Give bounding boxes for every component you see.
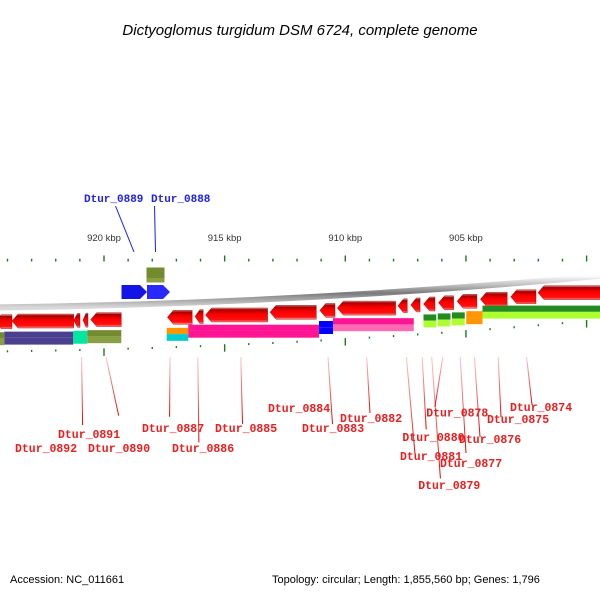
svg-text:Dtur_0882: Dtur_0882 — [340, 413, 402, 426]
svg-text:910 kbp: 910 kbp — [328, 233, 362, 244]
svg-text:Dtur_0889: Dtur_0889 — [84, 194, 143, 206]
svg-text:905 kbp: 905 kbp — [449, 233, 483, 244]
svg-text:Dtur_0877: Dtur_0877 — [440, 458, 502, 471]
svg-text:Dtur_0875: Dtur_0875 — [487, 414, 549, 427]
svg-text:Dtur_0887: Dtur_0887 — [142, 423, 204, 436]
svg-text:Dtur_0888: Dtur_0888 — [151, 194, 211, 206]
svg-text:Dtur_0878: Dtur_0878 — [426, 408, 488, 421]
svg-text:Dtur_0874: Dtur_0874 — [510, 402, 572, 415]
svg-text:Dtur_0880: Dtur_0880 — [402, 432, 464, 445]
svg-text:Dtur_0890: Dtur_0890 — [88, 443, 150, 456]
svg-text:Dtur_0891: Dtur_0891 — [58, 429, 120, 442]
svg-text:915 kbp: 915 kbp — [208, 233, 242, 244]
svg-text:Dtur_0885: Dtur_0885 — [215, 423, 277, 436]
svg-text:Dtur_0876: Dtur_0876 — [459, 434, 521, 447]
svg-text:Dtur_0892: Dtur_0892 — [15, 443, 77, 456]
svg-text:Dtur_0886: Dtur_0886 — [172, 443, 234, 456]
svg-text:Dtur_0884: Dtur_0884 — [268, 403, 330, 416]
svg-text:Dtur_0879: Dtur_0879 — [418, 480, 480, 493]
svg-text:920 kbp: 920 kbp — [87, 233, 121, 244]
